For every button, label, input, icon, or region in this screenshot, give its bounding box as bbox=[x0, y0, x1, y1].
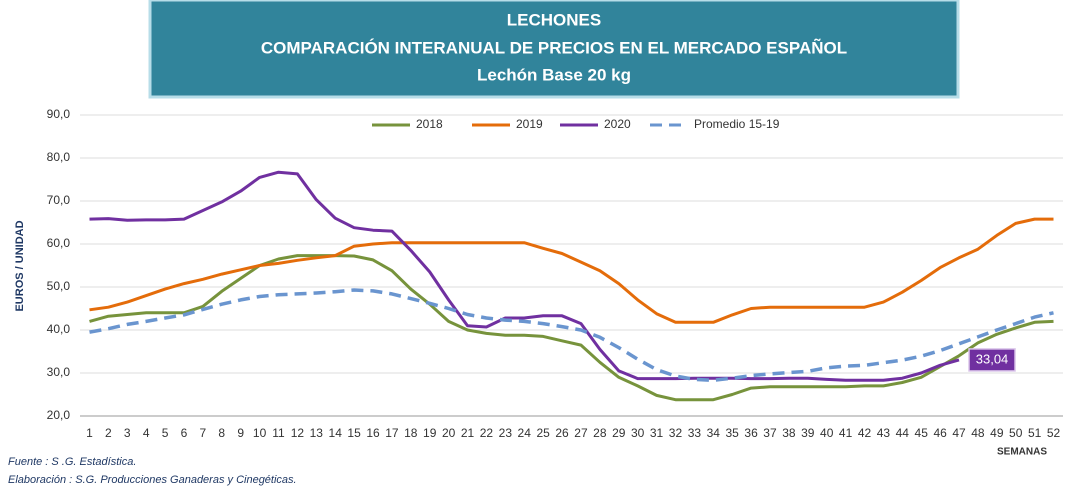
x-tick-label: 12 bbox=[291, 426, 305, 440]
x-tick-label: 11 bbox=[272, 426, 285, 440]
y-tick-label: 30,0 bbox=[47, 365, 71, 379]
x-tick-label: 21 bbox=[461, 426, 475, 440]
x-tick-label: 35 bbox=[726, 426, 740, 440]
x-tick-label: 39 bbox=[801, 426, 815, 440]
x-tick-label: 33 bbox=[688, 426, 702, 440]
x-tick-label: 42 bbox=[858, 426, 872, 440]
x-tick-label: 10 bbox=[253, 426, 267, 440]
x-tick-label: 9 bbox=[237, 426, 244, 440]
line-series bbox=[89, 170, 960, 382]
y-axis-label: EUROS / UNIDAD bbox=[14, 220, 26, 311]
x-tick-label: 5 bbox=[162, 426, 169, 440]
legend-label: 2019 bbox=[516, 117, 543, 131]
x-tick-label: 27 bbox=[574, 426, 588, 440]
source-note: Fuente : S .G. Estadística. bbox=[8, 456, 136, 468]
x-tick-label: 30 bbox=[631, 426, 645, 440]
x-tick-label: 44 bbox=[896, 426, 910, 440]
legend-label: 2020 bbox=[604, 117, 631, 131]
x-tick-label: 17 bbox=[385, 426, 399, 440]
x-tick-label: 25 bbox=[536, 426, 550, 440]
x-tick-label: 41 bbox=[839, 426, 853, 440]
x-tick-label: 31 bbox=[650, 426, 664, 440]
x-tick-label: 7 bbox=[200, 426, 207, 440]
x-tick-label: 22 bbox=[480, 426, 494, 440]
x-tick-label: 24 bbox=[518, 426, 532, 440]
y-tick-label: 50,0 bbox=[47, 279, 71, 293]
x-tick-label: 16 bbox=[366, 426, 380, 440]
x-tick-label: 2 bbox=[105, 426, 112, 440]
x-tick-label: 45 bbox=[915, 426, 929, 440]
x-tick-label: 32 bbox=[669, 426, 683, 440]
legend-label: Promedio 15-19 bbox=[694, 117, 780, 131]
legend-label: 2018 bbox=[416, 117, 443, 131]
x-tick-label: 18 bbox=[404, 426, 418, 440]
x-tick-label: 36 bbox=[744, 426, 758, 440]
x-tick-label: 26 bbox=[555, 426, 569, 440]
x-tick-label: 37 bbox=[763, 426, 777, 440]
y-tick-label: 60,0 bbox=[47, 236, 71, 250]
chart-title: LECHONES bbox=[507, 10, 601, 29]
x-axis-label: SEMANAS bbox=[997, 447, 1047, 458]
source-note: Elaboración : S.G. Producciones Ganadera… bbox=[8, 474, 297, 486]
x-tick-label: 6 bbox=[181, 426, 188, 440]
chart-title: COMPARACIÓN INTERANUAL DE PRECIOS EN EL … bbox=[261, 37, 847, 57]
y-tick-label: 40,0 bbox=[47, 322, 71, 336]
chart-subtitle: Lechón Base 20 kg bbox=[477, 65, 631, 84]
y-tick-label: 80,0 bbox=[47, 150, 71, 164]
x-tick-label: 48 bbox=[971, 426, 985, 440]
x-tick-label: 40 bbox=[820, 426, 834, 440]
x-tick-label: 20 bbox=[442, 426, 456, 440]
title-box bbox=[148, 0, 960, 99]
x-tick-label: 51 bbox=[1028, 426, 1042, 440]
x-tick-label: 46 bbox=[933, 426, 947, 440]
data-label: 33,04 bbox=[976, 351, 1009, 366]
x-tick-label: 4 bbox=[143, 426, 150, 440]
x-tick-label: 3 bbox=[124, 426, 131, 440]
x-tick-label: 52 bbox=[1047, 426, 1061, 440]
x-tick-label: 19 bbox=[423, 426, 437, 440]
x-tick-label: 13 bbox=[310, 426, 324, 440]
x-tick-label: 23 bbox=[499, 426, 513, 440]
x-tick-label: 1 bbox=[86, 426, 93, 440]
line-series bbox=[89, 254, 1054, 402]
y-tick-label: 70,0 bbox=[47, 193, 71, 207]
y-tick-label: 20,0 bbox=[47, 408, 71, 422]
y-tick-label: 90,0 bbox=[47, 107, 71, 121]
line-series bbox=[89, 217, 1054, 324]
x-tick-label: 28 bbox=[593, 426, 607, 440]
x-tick-label: 8 bbox=[218, 426, 225, 440]
x-tick-label: 49 bbox=[990, 426, 1004, 440]
line-series bbox=[89, 288, 1054, 383]
x-tick-label: 14 bbox=[329, 426, 343, 440]
x-tick-label: 47 bbox=[952, 426, 966, 440]
x-tick-label: 15 bbox=[347, 426, 361, 440]
x-tick-label: 38 bbox=[782, 426, 796, 440]
x-tick-label: 43 bbox=[877, 426, 891, 440]
x-tick-label: 29 bbox=[612, 426, 626, 440]
x-tick-label: 34 bbox=[707, 426, 721, 440]
data-label-box bbox=[968, 348, 1016, 372]
x-tick-label: 50 bbox=[1009, 426, 1023, 440]
